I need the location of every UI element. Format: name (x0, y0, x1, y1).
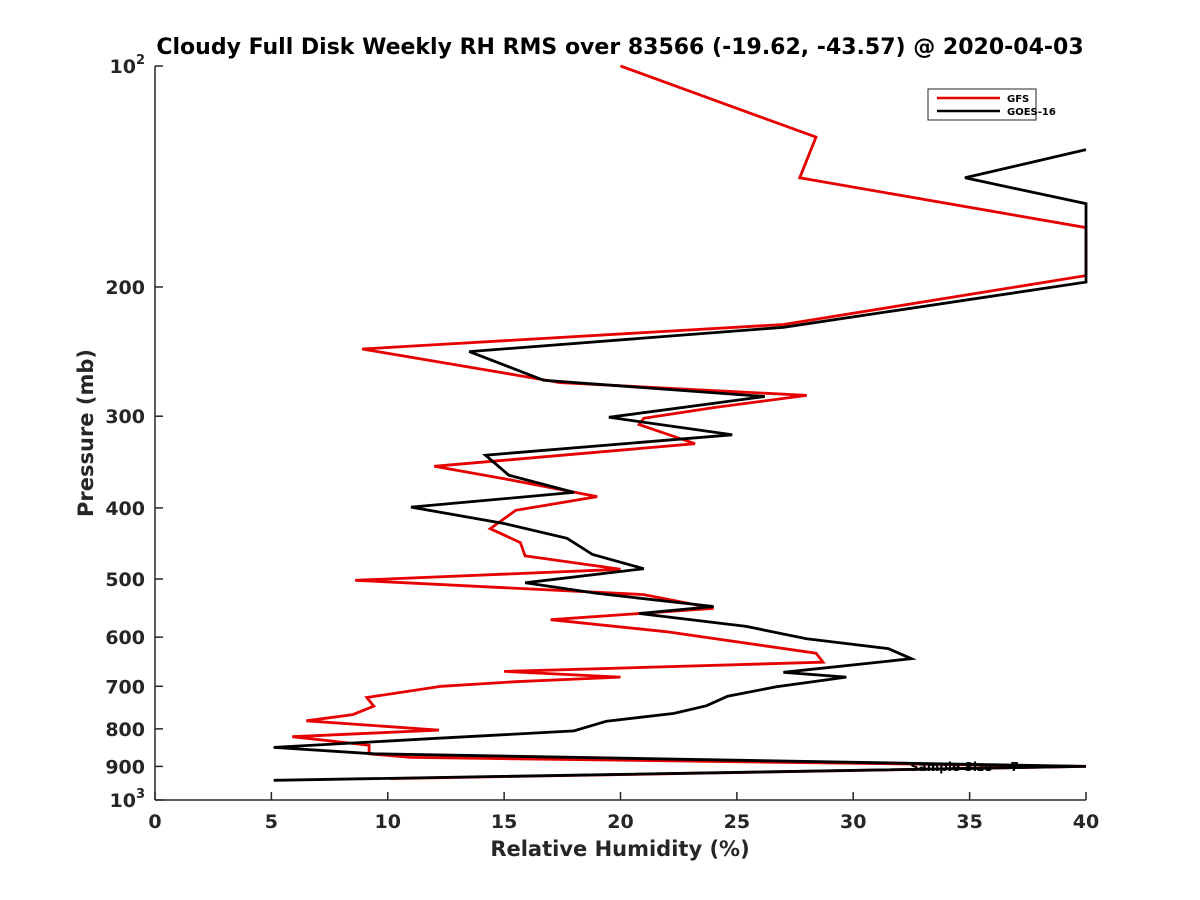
y-tick-label: 103 (110, 787, 146, 812)
chart-title: Cloudy Full Disk Weekly RH RMS over 8356… (156, 35, 1083, 60)
y-tick-label: 400 (105, 498, 145, 520)
y-tick-base: 10 (110, 790, 136, 812)
y-tick-label: 300 (105, 406, 145, 428)
x-tick-label: 10 (375, 811, 401, 833)
y-tick-base: 300 (105, 406, 145, 428)
legend-label: GFS (1007, 94, 1029, 105)
x-tick-label: 5 (265, 811, 278, 833)
series-line-gfs (292, 64, 1088, 780)
legend-items: GFS GOES-16 (937, 94, 1056, 118)
x-tick-label: 30 (840, 811, 866, 833)
y-tick-label: 800 (105, 719, 145, 741)
y-tick-base: 500 (105, 569, 145, 591)
x-tick-label: 20 (607, 811, 633, 833)
x-axis-label: Relative Humidity (%) (490, 837, 749, 861)
y-tick-exponent: 3 (136, 787, 145, 802)
y-tick-label: 900 (105, 756, 145, 778)
y-tick-base: 400 (105, 498, 145, 520)
y-tick-base: 200 (105, 277, 145, 299)
y-tick-label: 500 (105, 569, 145, 591)
y-axis-label: Pressure (mb) (74, 349, 98, 517)
x-tick-label: 0 (148, 811, 161, 833)
legend-box (927, 88, 1037, 121)
y-tick-base: 700 (105, 676, 145, 698)
series-layer (273, 64, 1088, 782)
y-tick-base: 10 (110, 56, 136, 78)
sample-size-annotation: Sample Size = 7 (910, 760, 1019, 774)
y-tick-label: 102 (110, 53, 146, 78)
legend: GFS GOES-16 (927, 88, 1056, 121)
y-tick-label: 600 (105, 627, 145, 649)
y-tick-base: 800 (105, 719, 145, 741)
x-ticks: 0 5 10 15 20 25 30 35 40 (148, 792, 1099, 833)
series-line-goes-16 (273, 148, 1088, 782)
y-tick-label: 700 (105, 676, 145, 698)
x-tick-label: 40 (1073, 811, 1099, 833)
y-tick-label: 200 (105, 277, 145, 299)
legend-label: GOES-16 (1007, 107, 1056, 118)
x-tick-label: 15 (491, 811, 517, 833)
y-tick-base: 900 (105, 756, 145, 778)
y-tick-base: 600 (105, 627, 145, 649)
x-tick-label: 35 (956, 811, 982, 833)
y-tick-exponent: 2 (136, 53, 145, 68)
x-tick-label: 25 (724, 811, 750, 833)
